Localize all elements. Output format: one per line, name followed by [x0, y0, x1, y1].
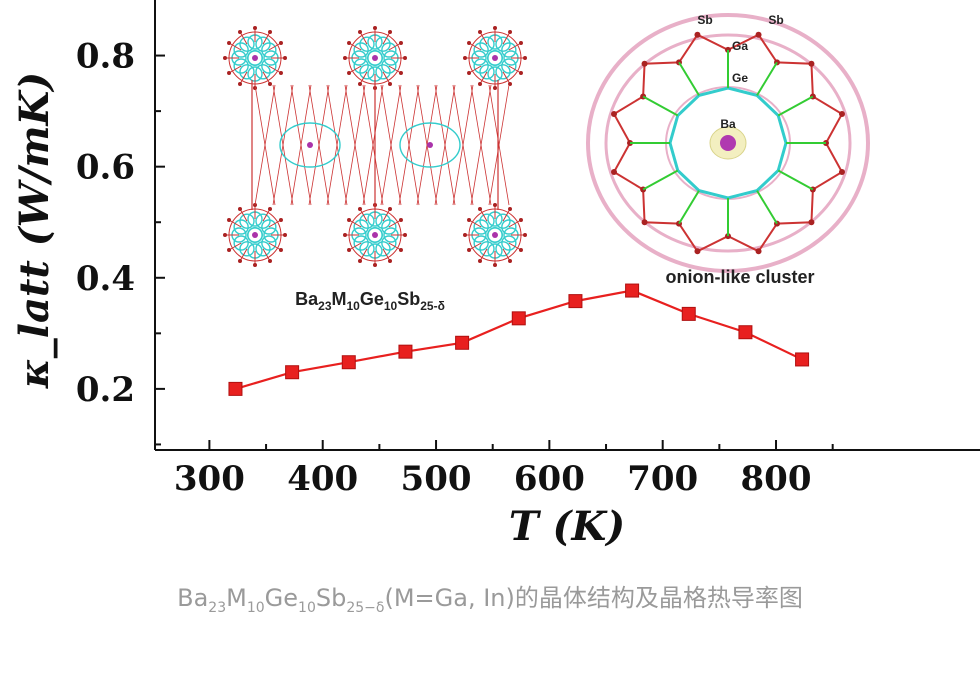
chart: 0.2 0.4 0.6 0.8 300 400 500 600 700 800 κ_latt (… [11, 0, 980, 550]
atom-label: Sb [697, 13, 712, 27]
cluster-label: onion-like cluster [665, 267, 814, 287]
y-tick-label: 0.8 [76, 37, 135, 77]
middle-shell [604, 33, 852, 253]
atom-label: Sb [768, 13, 783, 27]
data-point [625, 283, 640, 298]
data-point [341, 355, 356, 370]
cage-cluster [343, 26, 407, 90]
x-tick-label: 600 [514, 459, 585, 499]
data-point [511, 311, 526, 326]
ba-atom [720, 135, 736, 151]
y-tick-label: 0.4 [76, 259, 135, 299]
cage-cluster [463, 203, 527, 267]
x-tick-label: 400 [287, 459, 358, 499]
x-axis: 300 400 500 600 700 800 [174, 440, 834, 499]
outer-shell [586, 13, 870, 273]
atom-label: Ga [732, 39, 748, 53]
y-tick-label: 0.6 [76, 148, 135, 188]
data-point [398, 344, 413, 359]
y-axis-title: κ_latt (W/mK) [11, 72, 58, 389]
atom-label: Ge [732, 71, 748, 85]
data-point [681, 306, 696, 321]
y-axis: 0.2 0.4 0.6 0.8 [76, 37, 165, 446]
y-tick-label: 0.2 [76, 370, 135, 410]
data-point [228, 381, 243, 396]
onion-cluster-inset: Sb Sb Ga Ge Ba [586, 13, 870, 273]
x-tick-label: 800 [741, 459, 812, 499]
x-axis-title: T (K) [509, 503, 625, 550]
x-tick-label: 500 [401, 459, 472, 499]
cage-cluster [223, 203, 287, 267]
plot-frame [154, 0, 980, 451]
structure-label: Ba23M10Ge10Sb25-δ [295, 289, 445, 313]
data-point [738, 325, 753, 340]
atom-label: Ba [720, 117, 736, 131]
data-point [795, 352, 810, 367]
cage-cluster [343, 203, 407, 267]
lattice-network [251, 80, 510, 210]
series-kappa-latt [228, 283, 810, 396]
data-point [568, 294, 583, 309]
y-axis-title-text: κ_latt (W/mK) [11, 72, 58, 389]
figure-caption: Ba23M10Ge10Sb25−δ(M=Ga, In)的晶体结构及晶格热导率图 [177, 584, 803, 616]
x-tick-label: 700 [627, 459, 698, 499]
data-point [285, 365, 300, 380]
cage-cluster [463, 26, 527, 90]
cage-cluster [223, 26, 287, 90]
crystal-structure-inset [223, 26, 527, 267]
svg-text:κ_latt (W/mK): κ_latt (W/mK) [11, 72, 58, 389]
x-tick-label: 300 [174, 459, 245, 499]
data-point [455, 335, 470, 350]
